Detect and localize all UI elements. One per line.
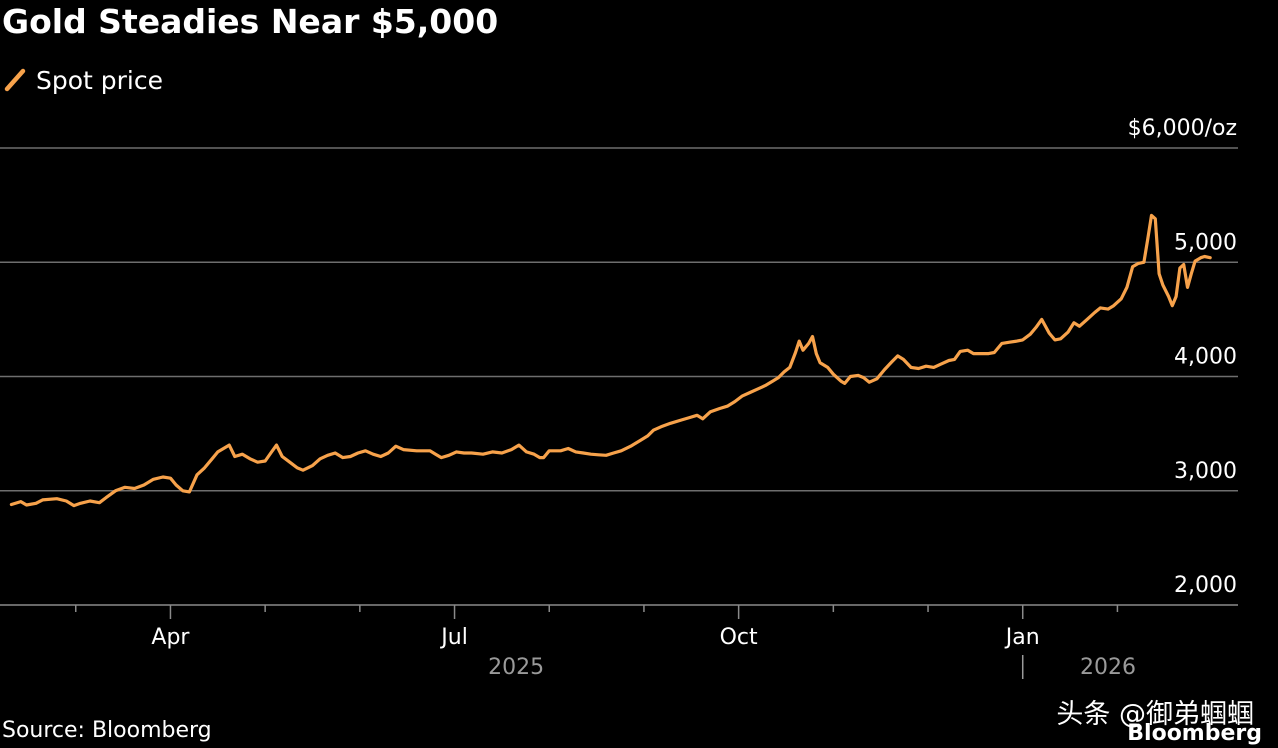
y-tick-label-6000: $6,000/oz <box>1128 116 1237 141</box>
brand-logo-text: Bloomberg <box>1127 721 1262 746</box>
year-label-2026: 2026 <box>1080 655 1136 680</box>
series-line-spot-price <box>9 213 1212 508</box>
legend: Spot price <box>4 64 163 96</box>
y-tick-label-5000: 5,000 <box>1174 230 1237 255</box>
y-tick-label-4000: 4,000 <box>1174 345 1237 370</box>
x-ticks <box>75 605 1119 619</box>
y-tick-labels: $6,000/oz 5,000 4,000 3,000 2,000 <box>1128 116 1237 598</box>
x-tick-label-jan: Jan <box>1004 625 1040 650</box>
gridlines <box>0 147 1238 492</box>
x-tick-label-oct: Oct <box>720 625 758 650</box>
x-tick-label-jul: Jul <box>439 625 468 650</box>
y-tick-label-2000: 2,000 <box>1174 573 1237 598</box>
watermark-text: 头条 @御弟蝈蝈 <box>1056 699 1254 730</box>
legend-label-spot-price: Spot price <box>36 65 164 95</box>
chart-title: Gold Steadies Near $5,000 <box>2 2 499 41</box>
y-tick-label-3000: 3,000 <box>1174 459 1237 484</box>
legend-swatch-icon <box>4 68 26 92</box>
x-tick-labels: Apr Jul Oct Jan <box>151 625 1039 650</box>
year-label-2025: 2025 <box>488 655 544 680</box>
x-tick-label-apr: Apr <box>151 625 190 650</box>
series-group <box>9 213 1212 508</box>
year-labels: 2025 2026 <box>488 655 1136 680</box>
source-note: Source: Bloomberg <box>2 718 212 743</box>
